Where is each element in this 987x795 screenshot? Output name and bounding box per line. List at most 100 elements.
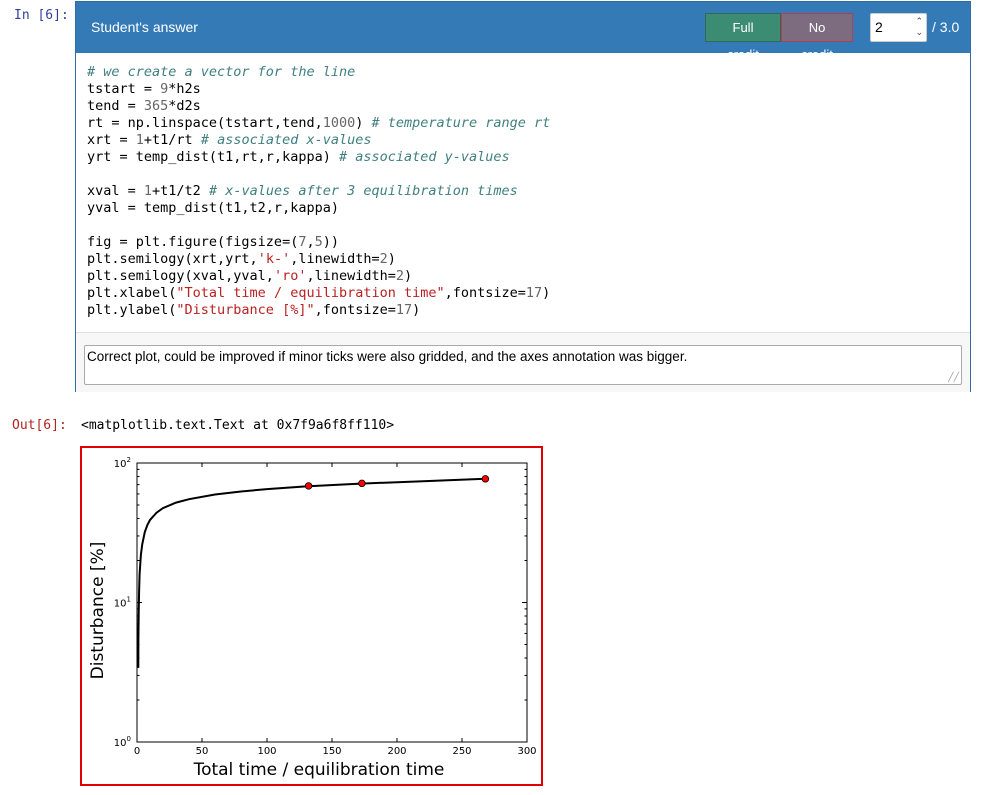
code-token: *h2s bbox=[168, 81, 201, 97]
code-line: plt.xlabel("Total time / equilibration t… bbox=[87, 285, 550, 302]
code-token: # associated y-values bbox=[338, 149, 510, 165]
y-axis-label: Disturbance [%] bbox=[88, 542, 108, 680]
full-credit-button[interactable]: Full credit bbox=[705, 13, 781, 62]
code-token: 5 bbox=[314, 234, 323, 250]
code-token: 1 bbox=[143, 183, 153, 199]
x-tick-label: 250 bbox=[452, 746, 471, 757]
code-line bbox=[87, 166, 550, 183]
code-token: 1 bbox=[135, 132, 144, 148]
data-point bbox=[304, 482, 313, 490]
code-line: plt.ylabel("Disturbance [%]",fontsize=17… bbox=[87, 302, 550, 319]
code-token: 'ro' bbox=[273, 268, 307, 284]
code-token: plt.ylabel( bbox=[87, 302, 177, 318]
code-token: "Total time / equilibration time" bbox=[176, 285, 445, 301]
code-token: fig = plt.figure(figsize=( bbox=[87, 234, 299, 250]
credit-button-group: Full credit No credit bbox=[705, 13, 853, 62]
code-token: plt.xlabel( bbox=[87, 285, 177, 301]
code-token: ) bbox=[355, 115, 372, 131]
code-token: plt.semilogy(xval,yval, bbox=[87, 268, 274, 284]
code-token: )) bbox=[322, 234, 340, 250]
code-line: plt.semilogy(xval,yval,'ro',linewidth=2) bbox=[87, 268, 550, 285]
code-token: +t1/rt bbox=[143, 132, 201, 148]
code-token: ) bbox=[387, 251, 396, 267]
output-text: <matplotlib.text.Text at 0x7f9a6f8ff110> bbox=[81, 418, 395, 433]
code-line bbox=[87, 217, 550, 234]
code-token: *d2s bbox=[168, 98, 201, 114]
code-token: 9 bbox=[160, 81, 169, 97]
y-tick-base: 10 bbox=[114, 599, 127, 610]
grading-panel: Student's answer Full credit No credit 2… bbox=[75, 1, 971, 392]
y-tick-base: 10 bbox=[114, 459, 127, 470]
x-tick-label: 300 bbox=[517, 746, 536, 757]
code-token: +t1/t2 bbox=[152, 183, 209, 199]
code-token: xval = bbox=[87, 183, 144, 199]
code-token: # x-values after 3 equilibration times bbox=[208, 183, 518, 199]
x-tick-label: 50 bbox=[196, 746, 209, 757]
data-point bbox=[358, 479, 366, 488]
x-tick-label: 100 bbox=[257, 746, 276, 757]
panel-title: Student's answer bbox=[91, 19, 198, 35]
code-token: ,linewidth= bbox=[306, 268, 396, 284]
code-token: 2 bbox=[379, 251, 388, 267]
no-credit-button[interactable]: No credit bbox=[781, 13, 853, 62]
code-token: ) bbox=[404, 268, 413, 284]
code-token: tend = bbox=[87, 98, 144, 114]
y-tick-base: 10 bbox=[114, 738, 127, 749]
code-token: , bbox=[306, 234, 315, 250]
code-line: # we create a vector for the line bbox=[87, 64, 550, 81]
code-token: xrt = bbox=[87, 132, 136, 148]
code-token: rt = np.linspace(tstart,tend, bbox=[87, 115, 323, 131]
code-token: ) bbox=[542, 285, 551, 301]
x-axis-label: Total time / equilibration time bbox=[193, 760, 445, 780]
y-tick-exponent: 2 bbox=[127, 456, 131, 464]
comment-textarea[interactable]: Correct plot, could be improved if minor… bbox=[84, 345, 962, 385]
code-line: xval = 1+t1/t2 # x-values after 3 equili… bbox=[87, 183, 550, 200]
y-tick-label: 100 bbox=[114, 735, 131, 749]
code-token: yrt = temp_dist(t1,rt,r,kappa) bbox=[87, 149, 339, 165]
code-line: plt.semilogy(xrt,yrt,'k-',linewidth=2) bbox=[87, 251, 550, 268]
figure-frame: 0 50 100 150 200 250 300 100 101 102 Total time / … bbox=[80, 446, 543, 786]
panel-header: Student's answer Full credit No credit 2… bbox=[76, 2, 970, 62]
comment-area: Correct plot, could be improved if minor… bbox=[76, 332, 970, 392]
code-token: 'k-' bbox=[257, 251, 291, 267]
score-total: / 3.0 bbox=[932, 19, 960, 35]
code-token: tstart = bbox=[87, 81, 161, 97]
code-editor[interactable]: # we create a vector for the line tstart … bbox=[87, 64, 550, 319]
y-tick-label: 102 bbox=[114, 456, 131, 470]
x-tick-label: 200 bbox=[387, 746, 406, 757]
score-input[interactable]: 2 ⌃ ⌄ bbox=[870, 13, 927, 42]
code-token: ,fontsize= bbox=[314, 302, 396, 318]
spinner-icon[interactable]: ⌃ ⌄ bbox=[915, 16, 923, 37]
comment-text: Correct plot, could be improved if minor… bbox=[87, 349, 688, 364]
code-line: fig = plt.figure(figsize=(7,5)) bbox=[87, 234, 550, 251]
code-token: 17 bbox=[395, 302, 413, 318]
output-prompt: Out[6]: bbox=[12, 418, 67, 433]
y-tick-exponent: 1 bbox=[127, 596, 131, 604]
code-line: yval = temp_dist(t1,t2,r,kappa) bbox=[87, 200, 550, 217]
y-tick-label: 101 bbox=[114, 596, 131, 610]
code-token: plt.semilogy(xrt,yrt, bbox=[87, 251, 258, 267]
input-prompt: In [6]: bbox=[14, 8, 69, 23]
code-token: # temperature range rt bbox=[371, 115, 551, 131]
y-tick-exponent: 0 bbox=[127, 735, 131, 743]
code-line: tend = 365*d2s bbox=[87, 98, 550, 115]
code-token: # we create a vector for the line bbox=[87, 64, 356, 80]
code-token: ,fontsize= bbox=[444, 285, 526, 301]
code-token: 17 bbox=[525, 285, 543, 301]
x-tick-label: 150 bbox=[322, 746, 341, 757]
data-point bbox=[481, 475, 490, 483]
series-line bbox=[137, 477, 486, 668]
code-line: tstart = 9*h2s bbox=[87, 81, 550, 98]
code-token: 365 bbox=[143, 98, 169, 114]
code-token: ,linewidth= bbox=[290, 251, 380, 267]
x-tick-label: 0 bbox=[134, 746, 140, 757]
code-line: yrt = temp_dist(t1,rt,r,kappa) # associa… bbox=[87, 149, 550, 166]
code-token: yval = temp_dist(t1,t2,r,kappa) bbox=[87, 200, 339, 216]
code-line: xrt = 1+t1/rt # associated x-values bbox=[87, 132, 550, 149]
code-token: 1000 bbox=[322, 115, 356, 131]
plot-area bbox=[136, 462, 528, 743]
code-line: rt = np.linspace(tstart,tend,1000) # tem… bbox=[87, 115, 550, 132]
code-token: # associated x-values bbox=[200, 132, 372, 148]
resize-handle-icon[interactable]: ╱╱ bbox=[948, 372, 959, 382]
